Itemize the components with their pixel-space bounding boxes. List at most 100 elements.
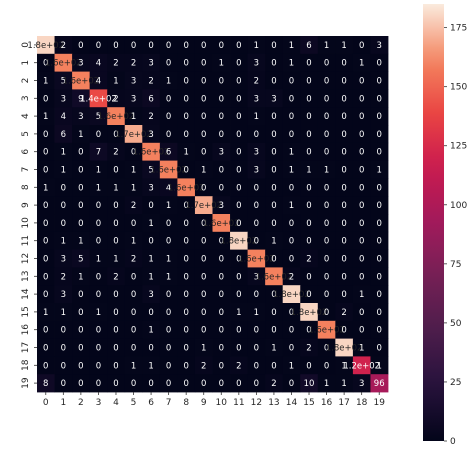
heatmap-cell-r1-c13 bbox=[265, 53, 284, 72]
heatmap-cell-r13-c10 bbox=[212, 267, 231, 286]
heatmap-cell-label-r0-c15: 6 bbox=[306, 41, 311, 51]
heatmap-cell-label-r5-c7: 0 bbox=[166, 130, 171, 140]
heatmap-cell-label-r14-c13: 0 bbox=[271, 290, 276, 300]
colorbar-tick-label: 175 bbox=[450, 24, 467, 34]
heatmap-cell-label-r5-c13: 0 bbox=[271, 130, 276, 140]
x-tick-label: 6 bbox=[148, 398, 154, 408]
heatmap-cell-r15-c19 bbox=[370, 303, 389, 322]
heatmap-cell-label-r19-c18: 3 bbox=[359, 379, 364, 389]
heatmap-cell-label-r10-c2: 0 bbox=[78, 219, 83, 229]
heatmap-cell-label-r10-c11: 0 bbox=[236, 219, 241, 229]
heatmap-cell-label-r2-c0: 1 bbox=[43, 77, 48, 87]
heatmap-cell-label-r0-c19: 3 bbox=[377, 41, 382, 51]
heatmap-cell-r9-c1 bbox=[54, 196, 73, 215]
heatmap-cell-r8-c7 bbox=[159, 178, 178, 197]
heatmap-cell-r12-c19 bbox=[370, 249, 389, 268]
heatmap-cell-label-r18-c5: 1 bbox=[131, 361, 136, 371]
heatmap-cell-r10-c3 bbox=[89, 214, 108, 233]
heatmap-cell-r0-c10 bbox=[212, 36, 231, 55]
heatmap-cell-r7-c18 bbox=[352, 160, 371, 179]
heatmap-cell-label-r9-c12: 0 bbox=[254, 201, 259, 211]
x-tick-label: 1 bbox=[60, 398, 66, 408]
heatmap-cell-label-r18-c8: 0 bbox=[183, 361, 188, 371]
heatmap-cell-label-r8-c4: 1 bbox=[113, 183, 118, 193]
heatmap-cell-r9-c15 bbox=[300, 196, 319, 215]
heatmap-cell-label-r3-c15: 0 bbox=[306, 94, 311, 104]
heatmap-cell-r16-c4 bbox=[107, 320, 126, 339]
heatmap-cell-label-r13-c11: 0 bbox=[236, 272, 241, 282]
heatmap-cell-label-r12-c14: 0 bbox=[289, 255, 294, 265]
heatmap-cell-r16-c17 bbox=[335, 320, 354, 339]
heatmap-cell-label-r8-c18: 0 bbox=[359, 183, 364, 193]
heatmap-cell-label-r17-c4: 0 bbox=[113, 344, 118, 354]
heatmap-cell-r19-c5 bbox=[124, 374, 143, 393]
heatmap-cell-r10-c8 bbox=[177, 214, 196, 233]
heatmap-cell-r2-c16 bbox=[317, 71, 336, 90]
heatmap-cell-r9-c16 bbox=[317, 196, 336, 215]
heatmap-cell-label-r12-c15: 2 bbox=[306, 255, 311, 265]
heatmap-cell-label-r7-c10: 0 bbox=[219, 166, 224, 176]
heatmap-cell-label-r6-c3: 7 bbox=[96, 148, 101, 158]
heatmap-cell-label-r4-c0: 1 bbox=[43, 112, 48, 122]
heatmap-cell-label-r16-c6: 1 bbox=[148, 326, 153, 336]
heatmap-cell-r10-c14 bbox=[282, 214, 301, 233]
heatmap-cell-r5-c1 bbox=[54, 125, 73, 144]
heatmap-cell-r18-c1 bbox=[54, 356, 73, 375]
heatmap-cell-label-r10-c19: 0 bbox=[377, 219, 382, 229]
heatmap-cell-r17-c6 bbox=[142, 338, 161, 357]
heatmap-cell-r15-c16 bbox=[317, 303, 336, 322]
heatmap-cell-r14-c18 bbox=[352, 285, 371, 304]
heatmap-cell-r18-c2 bbox=[72, 356, 91, 375]
heatmap-cell-label-r1-c17: 0 bbox=[341, 59, 346, 69]
heatmap-cell-label-r12-c7: 1 bbox=[166, 255, 171, 265]
heatmap-cell-label-r14-c2: 0 bbox=[78, 290, 83, 300]
y-tick-label: 18 bbox=[21, 359, 31, 371]
heatmap-cell-label-r15-c7: 0 bbox=[166, 308, 171, 318]
heatmap-cell-label-r15-c10: 0 bbox=[219, 308, 224, 318]
heatmap-cell-r2-c15 bbox=[300, 71, 319, 90]
heatmap-cell-r5-c16 bbox=[317, 125, 336, 144]
heatmap-cell-r6-c1 bbox=[54, 142, 73, 161]
heatmap-cell-label-r17-c0: 0 bbox=[43, 344, 48, 354]
heatmap-cell-r7-c8 bbox=[177, 160, 196, 179]
heatmap-cell-label-r6-c1: 1 bbox=[61, 148, 66, 158]
heatmap-cell-label-r8-c8: 1.6e+02 bbox=[168, 183, 205, 193]
heatmap-cell-label-r6-c0: 0 bbox=[43, 148, 48, 158]
heatmap-cell-label-r11-c16: 0 bbox=[324, 237, 329, 247]
heatmap-cell-label-r10-c12: 0 bbox=[254, 219, 259, 229]
heatmap-cell-label-r13-c5: 0 bbox=[131, 272, 136, 282]
heatmap-cell-label-r3-c1: 3 bbox=[61, 94, 66, 104]
heatmap-cell-label-r15-c18: 0 bbox=[359, 308, 364, 318]
heatmap-cell-label-r7-c3: 1 bbox=[96, 166, 101, 176]
heatmap-cell-label-r12-c3: 1 bbox=[96, 255, 101, 265]
heatmap-cell-label-r18-c18: 1.2e+02 bbox=[343, 361, 380, 371]
heatmap-cell-r1-c4 bbox=[107, 53, 126, 72]
heatmap-cell-r5-c0 bbox=[37, 125, 55, 144]
heatmap-cell-r19-c11 bbox=[230, 374, 248, 393]
heatmap-cell-label-r19-c4: 0 bbox=[113, 379, 118, 389]
heatmap-cell-r2-c6 bbox=[142, 71, 161, 90]
heatmap-cell-r4-c11 bbox=[230, 107, 248, 126]
heatmap-cell-label-r6-c19: 0 bbox=[377, 148, 382, 158]
heatmap-cell-label-r18-c17: 1 bbox=[341, 361, 346, 371]
heatmap-cell-label-r18-c9: 2 bbox=[201, 361, 206, 371]
heatmap-cell-label-r9-c19: 0 bbox=[377, 201, 382, 211]
heatmap-cell-r15-c8 bbox=[177, 303, 196, 322]
heatmap-cell-label-r14-c12: 0 bbox=[254, 290, 259, 300]
heatmap-cell-label-r17-c5: 0 bbox=[131, 344, 136, 354]
heatmap-cell-r3-c7 bbox=[159, 89, 178, 108]
heatmap-cell-r9-c5 bbox=[124, 196, 143, 215]
heatmap-cell-r0-c17 bbox=[335, 36, 354, 55]
heatmap-cell-r15-c6 bbox=[142, 303, 161, 322]
heatmap-cell-r8-c12 bbox=[247, 178, 266, 197]
heatmap-cell-label-r17-c6: 0 bbox=[148, 344, 153, 354]
heatmap-cell-r16-c3 bbox=[89, 320, 108, 339]
heatmap-cell-r19-c19 bbox=[370, 374, 389, 393]
heatmap-cell-r19-c17 bbox=[335, 374, 354, 393]
y-tick-label: 14 bbox=[21, 288, 31, 300]
heatmap-cell-label-r8-c10: 0 bbox=[219, 183, 224, 193]
heatmap-cell-r1-c7 bbox=[159, 53, 178, 72]
heatmap-cell-r14-c2 bbox=[72, 285, 91, 304]
heatmap-cell-label-r0-c1: 2 bbox=[61, 41, 66, 51]
